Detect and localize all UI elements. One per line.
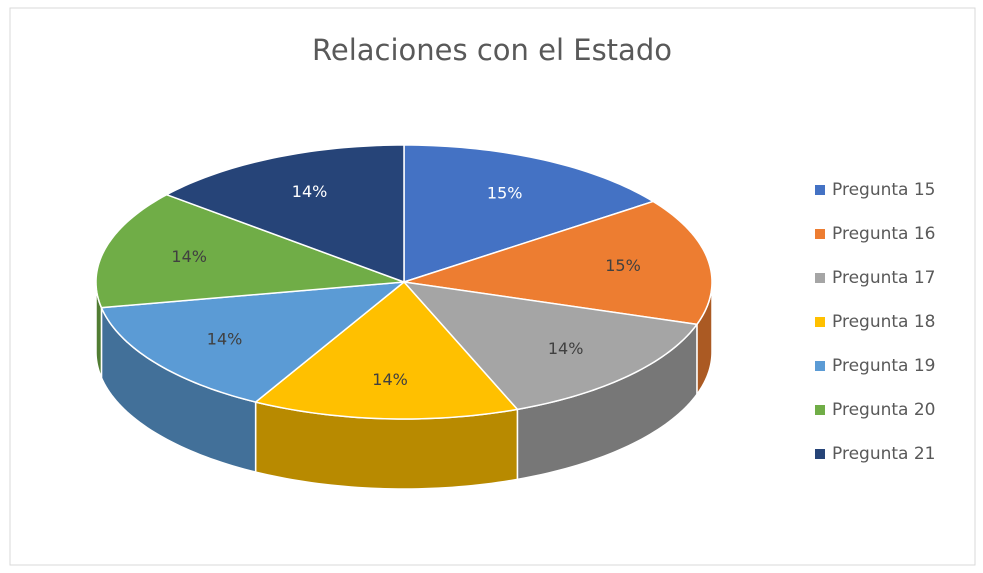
data-label: 14%: [372, 370, 408, 389]
legend-swatch: [815, 449, 825, 459]
legend-swatch: [815, 185, 825, 195]
slice: [403, 200, 713, 326]
legend-label: Pregunta 17: [832, 268, 936, 288]
data-label: 15%: [487, 184, 523, 203]
data-label: 14%: [207, 329, 243, 348]
legend-swatch: [815, 405, 825, 415]
legend-label: Pregunta 16: [832, 224, 936, 244]
slice: [100, 281, 407, 403]
slice: [95, 193, 405, 309]
legend-label: Pregunta 18: [832, 312, 936, 332]
slice: [403, 144, 655, 284]
legend-label: Pregunta 19: [832, 356, 936, 376]
slice: [164, 144, 405, 284]
data-label: 14%: [292, 182, 328, 201]
chart-title: Relaciones con el Estado: [312, 33, 672, 67]
data-label: 15%: [605, 256, 641, 275]
slice: [402, 280, 699, 411]
slice: [253, 280, 519, 420]
legend-swatch: [815, 361, 825, 371]
legend-swatch: [815, 317, 825, 327]
legend-swatch: [815, 273, 825, 283]
legend-swatch: [815, 229, 825, 239]
legend-label: Pregunta 21: [832, 444, 936, 464]
legend-label: Pregunta 20: [832, 400, 936, 420]
legend-label: Pregunta 15: [832, 180, 936, 200]
data-label: 14%: [171, 247, 207, 266]
data-label: 14%: [548, 339, 584, 358]
